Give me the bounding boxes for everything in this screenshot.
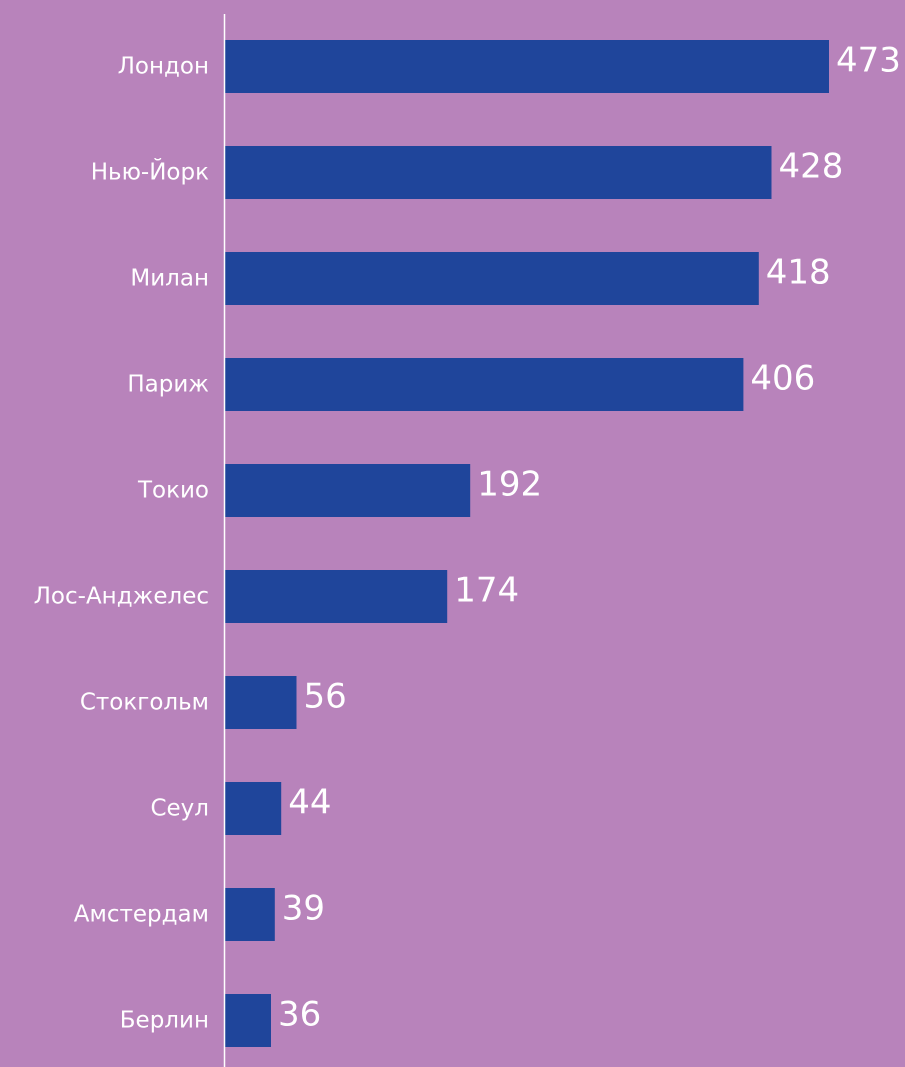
- bar-10: [225, 994, 271, 1047]
- bar-4: [225, 358, 744, 411]
- bar-1: [225, 40, 829, 93]
- category-labels-group: Лондон Нью-Йорк Милан Париж Токио Лос-Анджеле…: [34, 54, 209, 1034]
- value-label: 192: [477, 465, 542, 505]
- bars-group: [225, 40, 829, 1047]
- value-label: 473: [836, 41, 901, 81]
- value-label: 39: [282, 889, 325, 929]
- category-label: Лос-Анджелес: [34, 584, 209, 610]
- bar-6: [225, 570, 448, 623]
- value-label: 36: [278, 995, 321, 1035]
- category-label: Берлин: [120, 1008, 209, 1034]
- category-label: Лондон: [118, 54, 209, 80]
- value-label: 44: [288, 783, 331, 823]
- bar-2: [225, 146, 772, 199]
- bar-9: [225, 888, 275, 941]
- category-label: Амстердам: [74, 902, 209, 928]
- bar-3: [225, 252, 759, 305]
- category-label: Париж: [127, 372, 209, 398]
- value-label: 56: [304, 677, 347, 717]
- category-label: Токио: [137, 478, 209, 504]
- value-labels-group: 473 428 418 406 192 174 56 44 39 36: [278, 41, 901, 1035]
- category-label: Стокгольм: [80, 690, 209, 716]
- value-label: 174: [454, 571, 519, 611]
- category-label: Сеул: [150, 796, 209, 822]
- bar-7: [225, 676, 297, 729]
- category-label: Милан: [130, 266, 209, 292]
- bar-5: [225, 464, 471, 517]
- value-label: 418: [766, 253, 831, 293]
- value-label: 428: [779, 147, 844, 187]
- category-label: Нью-Йорк: [91, 158, 209, 186]
- bar-8: [225, 782, 282, 835]
- value-label: 406: [750, 359, 815, 399]
